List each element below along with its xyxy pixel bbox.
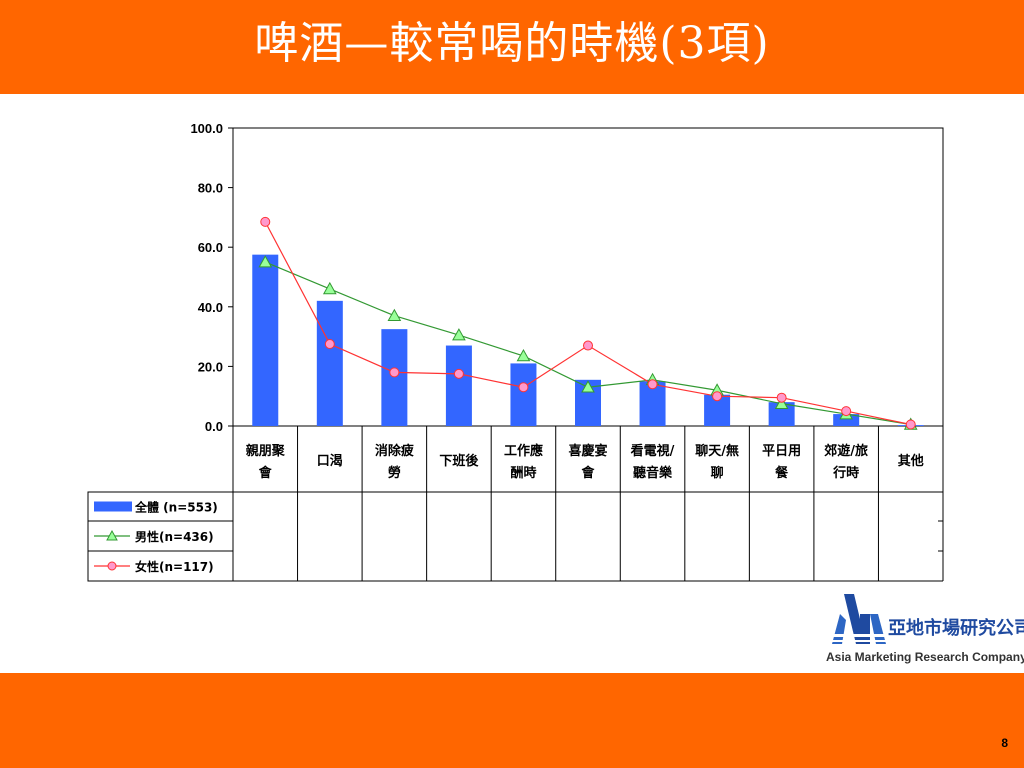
bar-overall [768, 402, 795, 426]
point-female [647, 379, 658, 390]
category-label: 會 [581, 465, 595, 481]
logo-english-name: Asia Marketing Research Company [826, 650, 1024, 664]
point-female [324, 339, 335, 350]
page-number: 8 [1001, 736, 1008, 750]
category-label: 下班後 [439, 453, 479, 469]
category-label: 平日用 [762, 444, 801, 459]
point-female [905, 419, 916, 430]
bar-overall [381, 329, 408, 426]
category-label: 口渴 [317, 454, 343, 469]
point-male [387, 308, 402, 322]
category-label: 聊 [711, 465, 724, 481]
point-male [258, 255, 273, 268]
point-female [260, 216, 271, 227]
bar-overall [252, 254, 279, 426]
category-label: 聽音樂 [633, 465, 673, 481]
legend-key-female-marker [107, 561, 117, 571]
category-label: 其他 [898, 453, 924, 469]
y-tick-label: 60.0 [198, 240, 223, 255]
point-male [516, 348, 531, 362]
point-female [389, 367, 400, 378]
y-tick-label: 80.0 [198, 181, 223, 196]
category-label: 消除疲 [375, 443, 414, 459]
y-tick-label: 0.0 [205, 419, 223, 434]
slide-title: 啤酒—較常喝的時機(3項) [254, 18, 770, 69]
bar-overall [445, 345, 472, 426]
legend-label: 男性(n=436) [135, 529, 214, 544]
category-label: 工作應 [504, 443, 543, 459]
category-label: 會 [259, 465, 273, 481]
bar-overall [833, 414, 860, 426]
point-female [583, 340, 593, 351]
legend-key-male-marker [106, 529, 118, 541]
point-male [322, 281, 337, 295]
legend-key-bar [94, 501, 132, 512]
point-female [712, 391, 723, 402]
point-female [453, 368, 464, 379]
point-female [841, 406, 852, 417]
title-band: 啤酒—較常喝的時機(3項) [0, 0, 1024, 94]
category-label: 親朋聚 [246, 443, 286, 459]
logo-chinese-name: 亞地市場研究公司 [888, 618, 1024, 639]
point-male [774, 396, 789, 409]
category-label: 餐 [774, 465, 789, 481]
category-label: 喜慶宴 [568, 443, 607, 459]
category-label: 郊遊/旅 [824, 443, 868, 459]
y-tick-label: 100.0 [190, 121, 223, 136]
amr-logo-icon [826, 594, 888, 644]
legend-label: 女性(n=117) [135, 559, 214, 574]
category-label: 勞 [388, 465, 401, 481]
legend-label: 全體 (n=553) [134, 500, 218, 515]
point-male [581, 380, 595, 393]
point-female [776, 392, 787, 403]
bar-overall [510, 363, 537, 426]
bar-overall [316, 300, 343, 426]
y-tick-label: 20.0 [198, 359, 223, 374]
category-label: 看電視/ [631, 443, 675, 459]
point-male [452, 328, 466, 341]
point-female [518, 382, 529, 393]
company-logo: 亞地市場研究公司 Asia Marketing Research Company [826, 590, 1024, 668]
category-label: 行時 [832, 465, 859, 481]
category-label: 聊天/無 [695, 443, 739, 459]
footer-band [0, 673, 1024, 768]
category-label: 酬時 [510, 465, 536, 481]
y-tick-label: 40.0 [198, 300, 223, 315]
